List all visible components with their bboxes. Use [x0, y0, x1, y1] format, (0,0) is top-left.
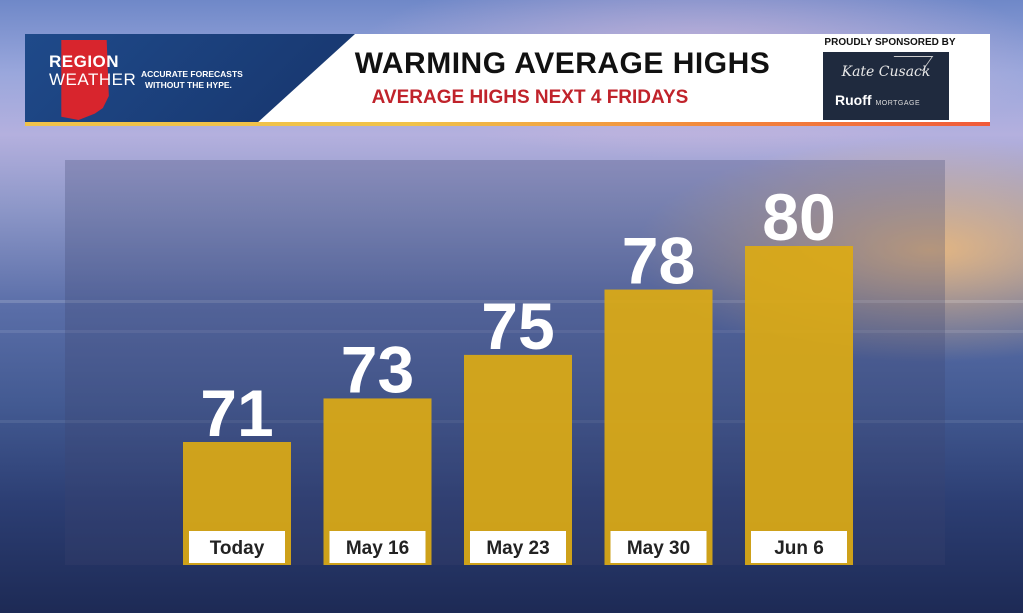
category-label: May 16 [346, 538, 409, 559]
tagline-line2: WITHOUT THE HYPE. [145, 80, 232, 90]
accent-stripe [25, 122, 990, 126]
header-banner: REGION WEATHER ACCURATE FORECASTS WITHOU… [25, 34, 990, 126]
sponsor-brand-name: Ruoff [835, 92, 872, 108]
data-label: 80 [762, 180, 835, 254]
water-streak [0, 300, 1023, 303]
water-streak [0, 330, 1023, 333]
tagline-line1: ACCURATE FORECASTS [141, 69, 243, 79]
category-label-box [189, 531, 285, 563]
page-title: WARMING AVERAGE HIGHS [354, 47, 771, 80]
indiana-map-icon [61, 40, 109, 120]
category-label: May 30 [627, 538, 690, 559]
sponsor-brand: Ruoff MORTGAGE [835, 92, 920, 108]
bar [464, 354, 572, 565]
brand-region: REGION [49, 52, 120, 71]
brand-weather: WEATHER [49, 70, 137, 89]
page-subtitle: AVERAGE HIGHS NEXT 4 FRIDAYS [371, 87, 689, 108]
data-label: 78 [622, 224, 695, 298]
category-label-box [470, 531, 566, 563]
sponsor-label: PROUDLY SPONSORED BY [824, 37, 956, 48]
category-label-box [751, 531, 847, 563]
category-label: May 23 [486, 538, 549, 559]
bar [745, 246, 853, 565]
data-label: 71 [200, 376, 273, 450]
category-label: Jun 6 [774, 538, 824, 559]
sponsor-brand-suffix: MORTGAGE [875, 100, 921, 107]
sponsor-name: Kate Cusack [841, 64, 931, 80]
category-label-box [610, 531, 707, 563]
category-label: Today [210, 538, 265, 559]
data-label: 75 [481, 289, 554, 363]
data-label: 73 [341, 332, 414, 406]
category-label-box [329, 531, 426, 563]
bar [604, 289, 713, 565]
sponsor-logo: Kate Cusack Ruoff MORTGAGE [823, 52, 949, 120]
